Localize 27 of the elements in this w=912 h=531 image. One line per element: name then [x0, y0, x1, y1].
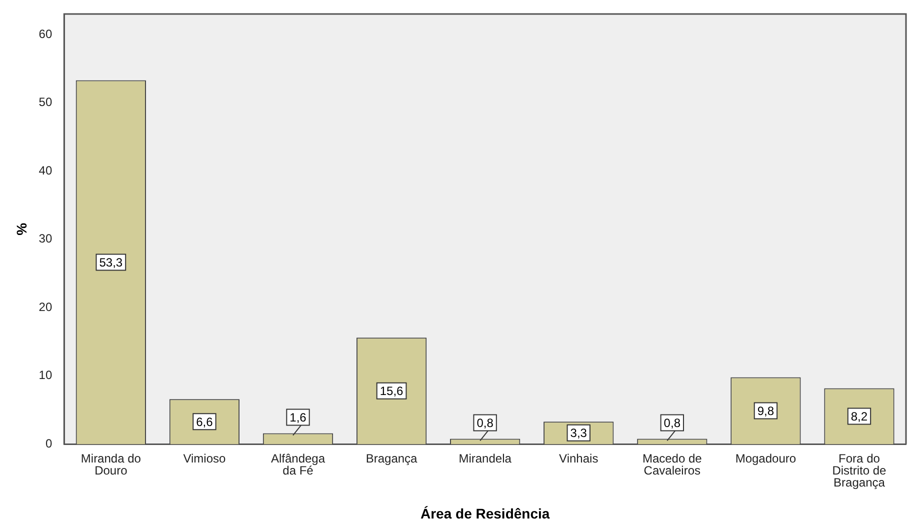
x-tick-label: Vimioso: [183, 452, 226, 466]
data-label: 8,2: [850, 410, 868, 424]
x-tick-label: Bragança: [366, 452, 418, 466]
y-tick-label: 20: [38, 300, 52, 314]
data-label: 3,3: [570, 426, 588, 440]
x-tick-label: Mogadouro: [735, 452, 796, 466]
y-axis-title: %: [13, 222, 30, 236]
data-label: 0,8: [476, 416, 494, 430]
y-tick-label: 0: [45, 436, 52, 451]
y-tick-label: 30: [38, 232, 52, 246]
x-tick-label: Alfândega da Fé: [270, 452, 326, 478]
x-tick-label: Miranda do Douro: [80, 452, 142, 478]
x-axis-title: Área de Residência: [420, 505, 550, 522]
data-label: 9,8: [757, 404, 774, 418]
x-tick-label: Vinhais: [559, 452, 598, 466]
data-label: 15,6: [380, 384, 404, 398]
y-tick-label: 50: [38, 95, 52, 110]
data-label: 1,6: [290, 410, 307, 425]
x-tick-label: Mirandela: [458, 452, 512, 466]
y-tick-label: 40: [38, 163, 52, 178]
data-label: 53,3: [99, 256, 123, 270]
x-tick-label: Fora do Distrito de Bragança: [832, 452, 887, 490]
y-tick-label: 60: [38, 26, 52, 41]
y-tick-label: 10: [38, 368, 52, 382]
x-tick-label: Macedo de Cavaleiros: [642, 452, 702, 478]
data-label: 6,6: [196, 414, 214, 429]
data-label: 0,8: [664, 416, 681, 430]
